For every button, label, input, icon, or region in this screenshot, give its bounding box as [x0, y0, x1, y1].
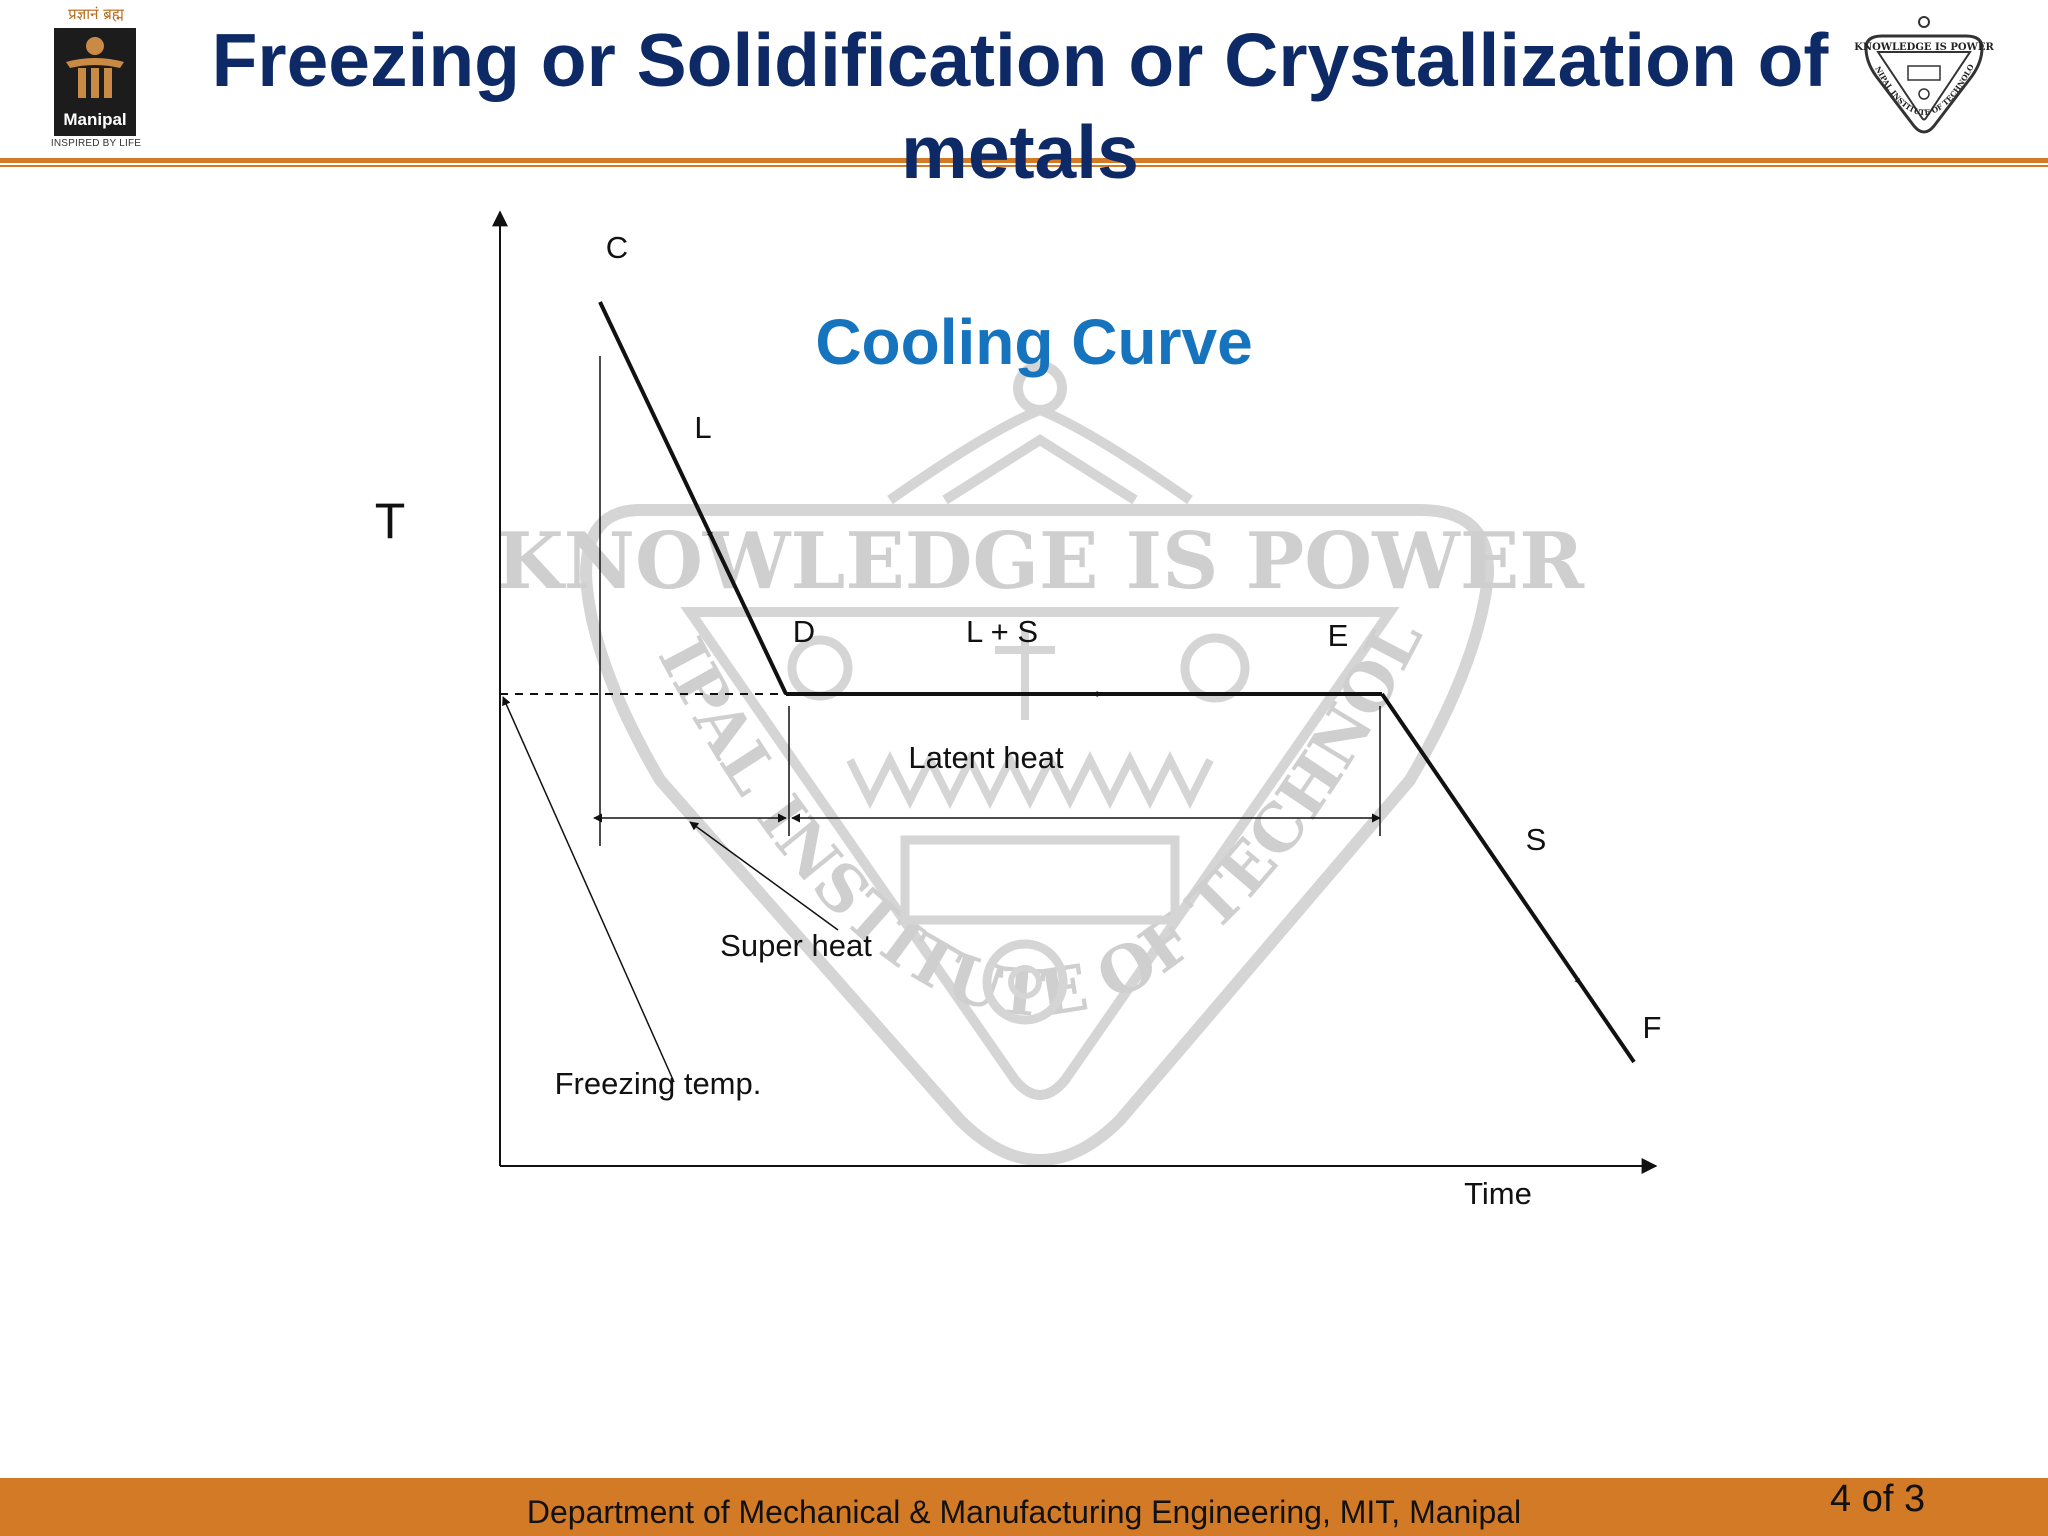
slide-title: Freezing or Solidification or Crystalliz…: [211, 18, 1829, 194]
y-axis-label: T: [375, 493, 406, 549]
super-heat-leader: [689, 821, 839, 931]
point-d-label: D: [793, 614, 815, 649]
logo-tagline-bottom: INSPIRED BY LIFE: [50, 138, 142, 149]
diagram-heading: Cooling Curve: [815, 306, 1252, 378]
point-f-label: F: [1643, 1010, 1662, 1045]
liquid-phase-label: L: [694, 410, 711, 445]
manipal-logo: प्रज्ञानं ब्रह्म Manipal INSPIRED BY LIF…: [46, 4, 146, 154]
x-axis-label: Time: [1464, 1176, 1532, 1211]
page-number: 4 of 3: [1830, 1478, 1926, 1520]
header-rule-top: [0, 158, 2048, 163]
point-c-label: C: [606, 230, 628, 265]
super-heat-label: Super heat: [720, 928, 872, 963]
logo-brand: Manipal: [63, 110, 127, 129]
logo-figure-icon: [66, 37, 124, 98]
footer-bar: [0, 1478, 2048, 1536]
footer-department: Department of Mechanical & Manufacturing…: [526, 1494, 1522, 1530]
watermark-motto: KNOWLEDGE IS POWER: [496, 516, 1585, 607]
point-e-label: E: [1328, 618, 1349, 653]
logo-tagline-top: प्रज्ञानं ब्रह्म: [68, 5, 124, 23]
liquid-direction-arrow: [693, 499, 713, 539]
solid-phase-label: S: [1526, 822, 1547, 857]
liquid-cooling-segment: [598, 301, 788, 695]
header-rule-bottom: [0, 165, 2048, 167]
mixed-phase-label: L + S: [966, 614, 1038, 649]
mit-emblem: KNOWLEDGE IS POWER MANIPAL INSTITUTE OF …: [1852, 14, 1994, 134]
freezing-temp-label: Freezing temp.: [555, 1066, 762, 1101]
solid-cooling-segment: [1380, 692, 1636, 1064]
freezing-temp-leader: [502, 696, 675, 1083]
solid-direction-arrow: [1559, 953, 1581, 985]
latent-heat-label: Latent heat: [908, 740, 1064, 775]
emblem-motto: KNOWLEDGE IS POWER: [1854, 42, 1994, 53]
logo-mark: [54, 28, 136, 136]
cooling-curve-diagram: KNOWLEDGE IS POWER MANIPAL INSTITUTE OF …: [0, 0, 1662, 1211]
